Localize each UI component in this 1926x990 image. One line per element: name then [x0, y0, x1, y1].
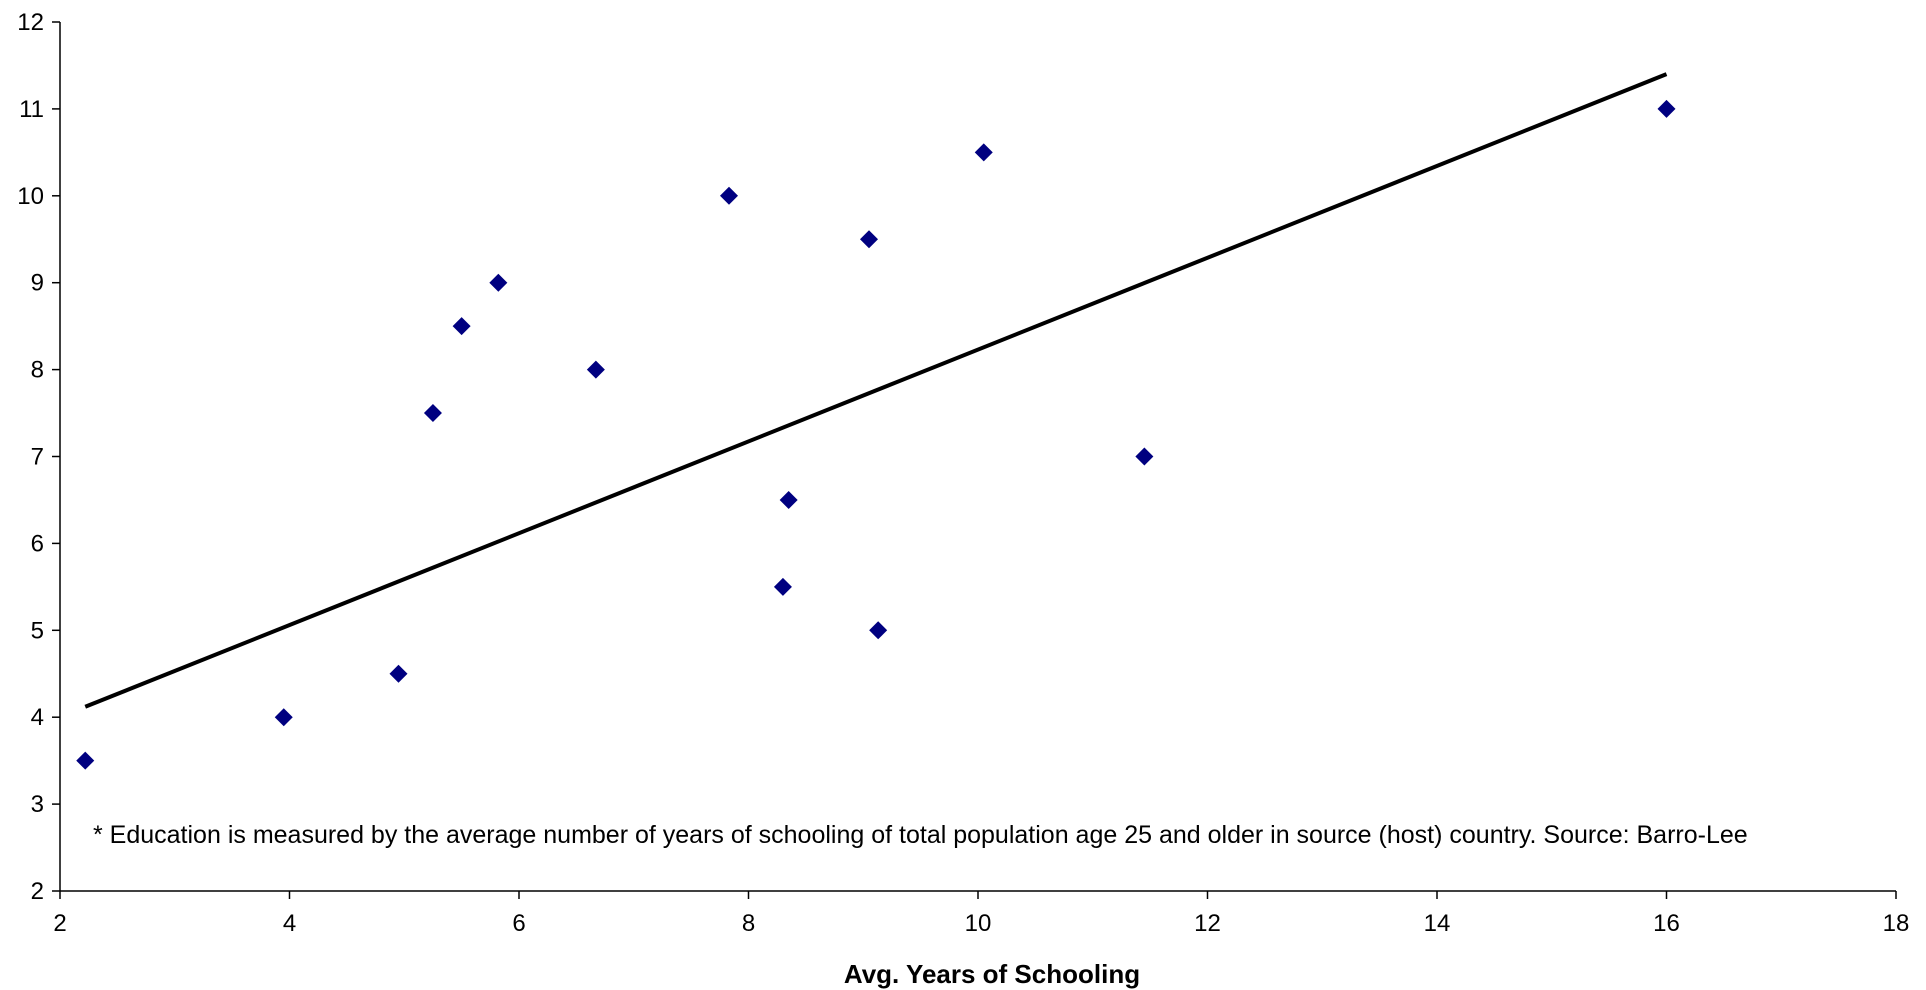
data-point	[274, 708, 293, 727]
y-tick-label: 2	[31, 878, 44, 905]
y-tick-label: 12	[17, 9, 44, 36]
x-tick-label: 6	[512, 910, 525, 937]
x-tick-label: 12	[1194, 910, 1221, 937]
data-point	[76, 751, 95, 770]
y-ticks: 2 3 4 5 6 7 8 9 10 11 12	[17, 9, 60, 905]
data-point	[974, 143, 993, 162]
y-tick-label: 6	[31, 530, 44, 557]
trendline	[84, 72, 1668, 709]
data-point	[1657, 99, 1676, 118]
x-tick-label: 4	[283, 910, 296, 937]
x-tick-label: 2	[53, 910, 66, 937]
x-tick-label: 16	[1653, 910, 1680, 937]
x-axis: 2 4 6 8 10 12 14 16 18	[53, 890, 1909, 937]
data-point	[586, 360, 605, 379]
x-tick-label: 8	[742, 910, 755, 937]
data-point	[489, 273, 508, 292]
y-tick-label: 10	[17, 183, 44, 210]
x-ticks: 2 4 6 8 10 12 14 16 18	[53, 891, 1909, 937]
data-point	[1135, 447, 1154, 466]
x-axis-title: Avg. Years of Schooling	[844, 959, 1140, 989]
data-point	[452, 317, 471, 336]
y-tick-label: 8	[31, 357, 44, 384]
x-tick-label: 18	[1883, 910, 1910, 937]
footnote: * Education is measured by the average n…	[93, 821, 1748, 849]
data-point	[859, 230, 878, 249]
data-point	[719, 186, 738, 205]
y-tick-label: 4	[31, 704, 44, 731]
data-point	[389, 664, 408, 683]
y-tick-label: 11	[19, 96, 44, 123]
data-point	[779, 490, 798, 509]
x-tick-label: 10	[965, 910, 992, 937]
data-points	[76, 99, 1676, 770]
y-tick-label: 3	[31, 791, 44, 818]
y-tick-label: 9	[31, 270, 44, 297]
data-point	[423, 404, 442, 423]
data-point	[869, 621, 888, 640]
y-tick-label: 7	[31, 444, 44, 471]
y-axis: 2 3 4 5 6 7 8 9 10 11 12	[17, 9, 61, 905]
data-point	[773, 577, 792, 596]
x-tick-label: 14	[1424, 910, 1451, 937]
y-tick-label: 5	[31, 617, 44, 644]
